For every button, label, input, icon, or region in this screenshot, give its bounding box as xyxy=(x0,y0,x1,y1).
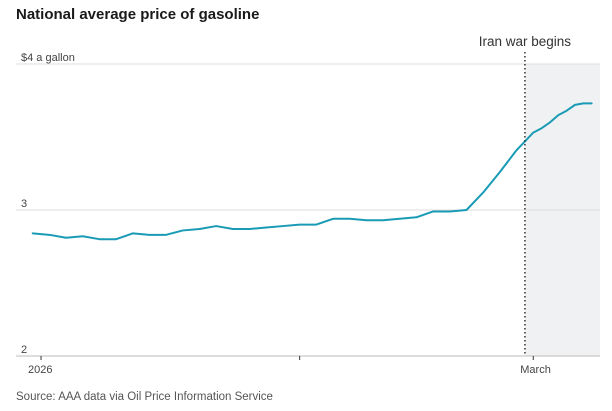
x-tick-label-0: 2026 xyxy=(28,364,52,376)
chart-title: National average price of gasoline xyxy=(16,6,260,23)
y-axis-labels: $4 a gallon 3 2 xyxy=(21,52,75,356)
gridlines xyxy=(16,63,600,211)
war-start-annotation: Iran war begins xyxy=(479,34,572,49)
source-note: Source: AAA data via Oil Price Informati… xyxy=(16,391,273,403)
y-tick-label-4: $4 a gallon xyxy=(21,52,75,64)
x-axis-ticks: 2026 March xyxy=(28,356,551,376)
y-tick-label-2: 2 xyxy=(21,344,27,356)
y-tick-label-3: 3 xyxy=(21,198,27,210)
price-chart: $4 a gallon 3 2 2026 March Iran war begins xyxy=(16,34,600,376)
price-line xyxy=(31,102,593,241)
x-tick-label-59: March xyxy=(520,364,551,376)
